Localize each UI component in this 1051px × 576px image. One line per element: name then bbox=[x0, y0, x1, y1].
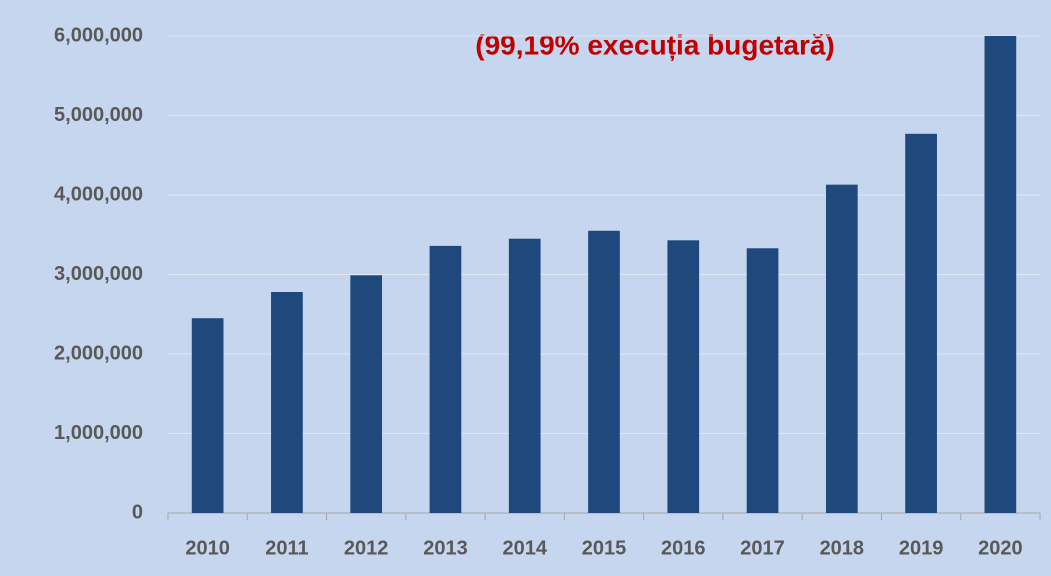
y-tick-label: 2,000,000 bbox=[54, 342, 143, 364]
y-tick-label: 3,000,000 bbox=[54, 263, 143, 285]
bar bbox=[905, 133, 937, 513]
bar bbox=[984, 36, 1017, 513]
x-tick-label: 2013 bbox=[423, 537, 468, 559]
bar bbox=[667, 240, 700, 513]
x-tick-label: 2016 bbox=[661, 537, 706, 559]
bar bbox=[429, 245, 462, 513]
bar bbox=[191, 318, 224, 513]
annotation: (99,19% execuția bugetară) bbox=[475, 29, 835, 60]
bar bbox=[746, 248, 779, 513]
bar bbox=[825, 184, 858, 514]
x-tick-label: 2017 bbox=[740, 537, 785, 559]
x-tick-label: 2018 bbox=[820, 537, 865, 559]
y-tick-label: 6,000,000 bbox=[54, 24, 143, 46]
bar bbox=[271, 291, 303, 513]
bar bbox=[588, 230, 620, 513]
bar bbox=[350, 275, 383, 513]
x-tick-label: 2020 bbox=[978, 537, 1023, 559]
y-tick-label: 4,000,000 bbox=[54, 183, 143, 205]
y-tick-label: 5,000,000 bbox=[54, 104, 143, 126]
x-tick-label: 2011 bbox=[265, 537, 308, 559]
x-tick-label: 2010 bbox=[185, 537, 230, 559]
x-tick-label: 2014 bbox=[502, 537, 547, 559]
bar bbox=[508, 238, 541, 513]
y-tick-label: 1,000,000 bbox=[54, 422, 143, 444]
x-tick-label: 2019 bbox=[899, 537, 944, 559]
x-tick-label: 2012 bbox=[344, 537, 389, 559]
x-tick-label: 2015 bbox=[582, 537, 627, 559]
y-tick-label: 0 bbox=[132, 501, 143, 523]
